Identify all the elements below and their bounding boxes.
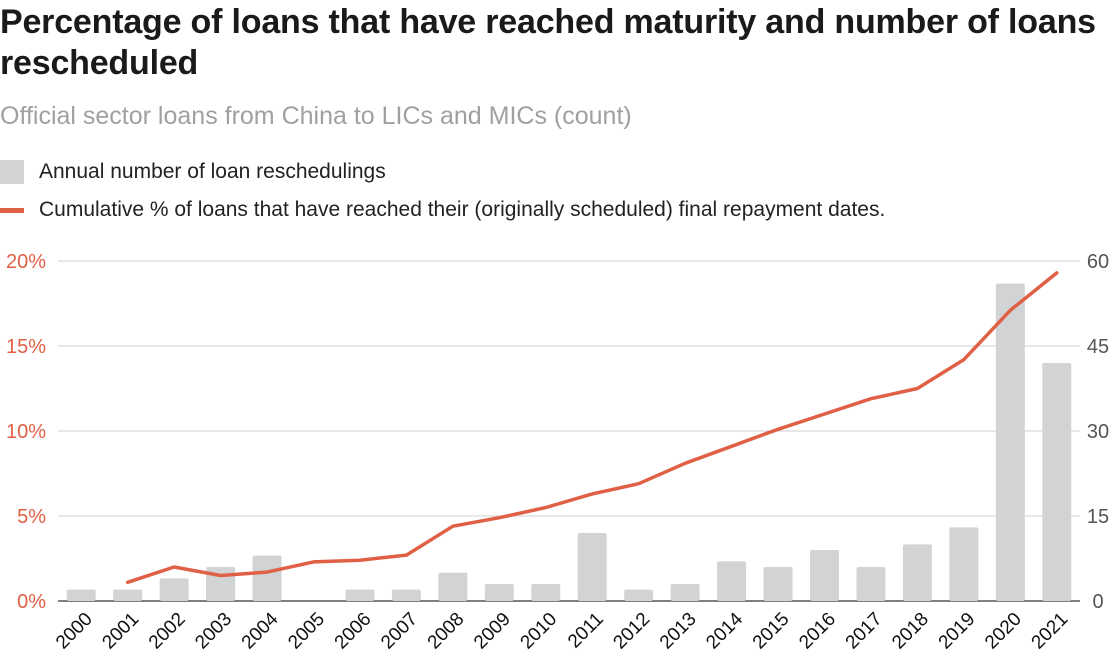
y-right-tick-label: 0 <box>1092 591 1103 613</box>
x-tick-label: 2001 <box>98 609 143 654</box>
x-tick-label: 2011 <box>564 609 608 653</box>
x-tick-label: 2012 <box>609 609 654 654</box>
bar <box>949 527 979 601</box>
x-tick-label: 2008 <box>424 609 469 654</box>
bar <box>902 544 932 601</box>
x-tick-label: 2018 <box>888 609 933 654</box>
bar <box>1042 363 1072 601</box>
x-tick-label: 2005 <box>284 609 329 654</box>
chart-title: Percentage of loans that have reached ma… <box>0 3 1096 82</box>
y-left-tick-label: 0% <box>17 591 46 613</box>
bar <box>113 589 143 601</box>
bar <box>763 567 793 601</box>
x-tick-label: 2021 <box>1028 609 1073 654</box>
x-tick-label: 2003 <box>191 609 236 654</box>
bar <box>856 567 886 601</box>
x-tick-label: 2019 <box>935 609 980 654</box>
bar <box>345 589 375 601</box>
bar <box>391 589 421 601</box>
bar <box>670 584 700 601</box>
y-left-tick-label: 5% <box>17 506 46 528</box>
bar <box>531 584 561 601</box>
x-tick-label: 2017 <box>842 609 887 654</box>
x-tick-label: 2009 <box>470 609 515 654</box>
bar <box>717 561 747 601</box>
bar <box>252 555 282 601</box>
legend-line-label: Cumulative % of loans that have reached … <box>39 198 886 221</box>
legend-line-swatch <box>0 207 24 213</box>
bar <box>577 533 607 601</box>
x-tick-label: 2020 <box>981 609 1026 654</box>
legend-item-line: Cumulative % of loans that have reached … <box>0 196 885 224</box>
x-tick-label: 2004 <box>238 608 283 653</box>
chart-subtitle: Official sector loans from China to LICs… <box>0 102 632 130</box>
x-tick-label: 2016 <box>795 609 840 654</box>
x-tick-label: 2007 <box>377 609 422 654</box>
y-right-tick-label: 30 <box>1087 421 1109 443</box>
x-tick-label: 2013 <box>656 609 701 654</box>
bar <box>159 578 189 601</box>
legend-bar-swatch <box>0 160 24 184</box>
bar <box>484 584 514 601</box>
x-tick-label: 2014 <box>702 608 747 653</box>
x-tick-label: 2010 <box>517 609 562 654</box>
x-tick-label: 2000 <box>52 609 97 654</box>
y-left-tick-label: 15% <box>6 336 46 358</box>
bar <box>810 550 839 601</box>
y-left-tick-label: 20% <box>6 251 46 273</box>
y-left-tick-label: 10% <box>6 421 46 443</box>
bar <box>438 572 468 601</box>
legend-item-bars: Annual number of loan reschedulings <box>0 158 386 186</box>
legend-bar-label: Annual number of loan reschedulings <box>39 160 386 183</box>
x-tick-label: 2002 <box>145 609 190 654</box>
y-right-tick-label: 15 <box>1087 506 1109 528</box>
y-right-tick-label: 45 <box>1087 336 1109 358</box>
bar <box>995 283 1025 601</box>
x-tick-label: 2006 <box>331 609 376 654</box>
bar <box>624 589 654 601</box>
y-right-tick-label: 60 <box>1087 251 1109 273</box>
bar <box>66 589 96 601</box>
x-tick-label: 2015 <box>749 609 794 654</box>
